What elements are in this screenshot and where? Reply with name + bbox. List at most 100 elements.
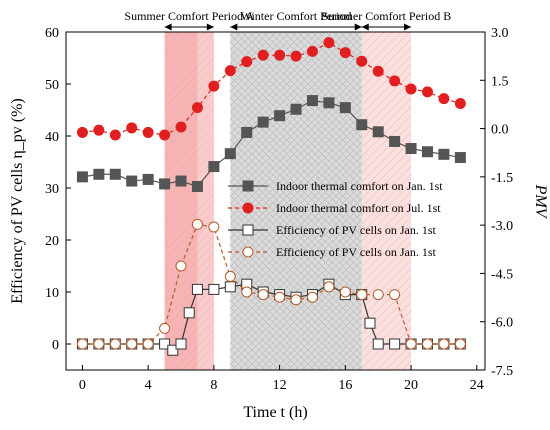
data-point	[159, 178, 171, 190]
data-point	[389, 338, 401, 350]
data-point	[257, 49, 269, 61]
data-point	[126, 122, 138, 134]
data-point	[290, 294, 302, 306]
y-left-tick-label: 0	[52, 338, 59, 353]
axes: 0 4 8 12 16 20 24 0 10 20 30 40 50 60 3.0 1.5 0.0 -1.5 -3.…	[9, 26, 549, 421]
data-point	[372, 338, 384, 350]
y-right-tick-label: -6.0	[491, 316, 513, 331]
period-label: Summer Comfort Period B	[322, 9, 452, 23]
data-point	[241, 56, 253, 68]
data-point	[405, 143, 417, 155]
data-point	[257, 116, 269, 128]
data-point	[76, 126, 88, 138]
period-band-accent	[164, 32, 198, 370]
legend-marker	[242, 224, 254, 236]
y-left-tick-label: 40	[45, 130, 59, 145]
data-point	[372, 65, 384, 77]
data-point	[306, 45, 318, 57]
data-point	[454, 338, 466, 350]
period-arrow-head-right	[206, 23, 214, 31]
legend-label: Efficiency of PV cells on Jan. 1st	[276, 245, 437, 259]
period-label: Winter Comfort Period	[241, 9, 352, 23]
data-point	[274, 49, 286, 61]
data-point	[290, 50, 302, 62]
series-line	[82, 223, 461, 345]
y-right-tick-label: -4.5	[491, 267, 513, 282]
series-1	[76, 95, 466, 193]
period-arrow-head-left	[164, 23, 172, 31]
data-point	[208, 283, 220, 295]
data-point	[191, 102, 203, 114]
data-point	[76, 171, 88, 183]
y-right-tick-label: 1.5	[491, 74, 509, 89]
y-left-tick-label: 10	[45, 286, 59, 301]
y-right-axis-title: PMV	[532, 184, 549, 220]
data-point	[405, 83, 417, 95]
plot-frame	[65, 31, 486, 371]
data-point	[109, 338, 121, 350]
data-point	[323, 37, 335, 49]
data-point	[323, 97, 335, 109]
y-left-tick-label: 20	[45, 234, 59, 249]
x-tick-label: 20	[404, 378, 418, 393]
data-point	[323, 281, 335, 293]
data-point	[76, 338, 88, 350]
data-point	[109, 168, 121, 180]
data-point	[109, 129, 121, 141]
period-arrow-head-right	[404, 23, 412, 31]
data-point	[356, 289, 368, 301]
legend-label: Indoor thermal comfort on Jan. 1st	[276, 179, 443, 193]
data-point	[93, 168, 105, 180]
data-point	[389, 75, 401, 87]
period-band-hatch	[361, 32, 412, 370]
data-point	[224, 270, 236, 282]
x-tick-label: 4	[145, 378, 152, 393]
data-point	[356, 55, 368, 67]
data-point	[167, 344, 179, 356]
legend-marker	[242, 202, 254, 214]
data-point	[224, 65, 236, 77]
data-point	[93, 338, 105, 350]
data-point	[142, 173, 154, 185]
data-point	[191, 218, 203, 230]
data-point	[421, 338, 433, 350]
data-point	[93, 124, 105, 136]
data-point	[356, 119, 368, 131]
data-point	[389, 135, 401, 147]
data-point	[191, 283, 203, 295]
data-point	[175, 260, 187, 272]
data-point	[241, 126, 253, 138]
data-point	[372, 126, 384, 138]
data-point	[126, 175, 138, 187]
data-point	[421, 86, 433, 98]
data-point	[183, 307, 195, 319]
data-point	[175, 175, 187, 187]
data-point	[224, 281, 236, 293]
x-tick-label: 8	[210, 378, 217, 393]
data-point	[405, 338, 417, 350]
y-right-tick-label: -3.0	[491, 219, 513, 234]
period-arrow-head-left	[361, 23, 369, 31]
data-point	[364, 317, 376, 329]
data-point	[142, 338, 154, 350]
data-point	[159, 338, 171, 350]
period-arrow-head-right	[354, 23, 362, 31]
legend-label: Efficiency of PV cells on Jan. 1st	[276, 223, 437, 237]
series-4	[76, 218, 466, 350]
series-2	[76, 37, 466, 141]
data-point	[274, 110, 286, 122]
data-point	[438, 338, 450, 350]
data-point	[175, 121, 187, 133]
period-arrow-head-left	[230, 23, 238, 31]
data-point	[454, 152, 466, 164]
data-point	[438, 148, 450, 160]
y-right-tick-label: 0.0	[491, 123, 509, 138]
data-point	[274, 291, 286, 303]
data-point	[257, 289, 269, 301]
y-right-tick-label: 3.0	[491, 26, 509, 41]
data-point	[438, 93, 450, 105]
legend: Indoor thermal comfort on Jan. 1st Indoor…	[228, 179, 443, 259]
data-point	[208, 221, 220, 233]
x-tick-label: 12	[273, 378, 287, 393]
x-tick-label: 16	[338, 378, 352, 393]
